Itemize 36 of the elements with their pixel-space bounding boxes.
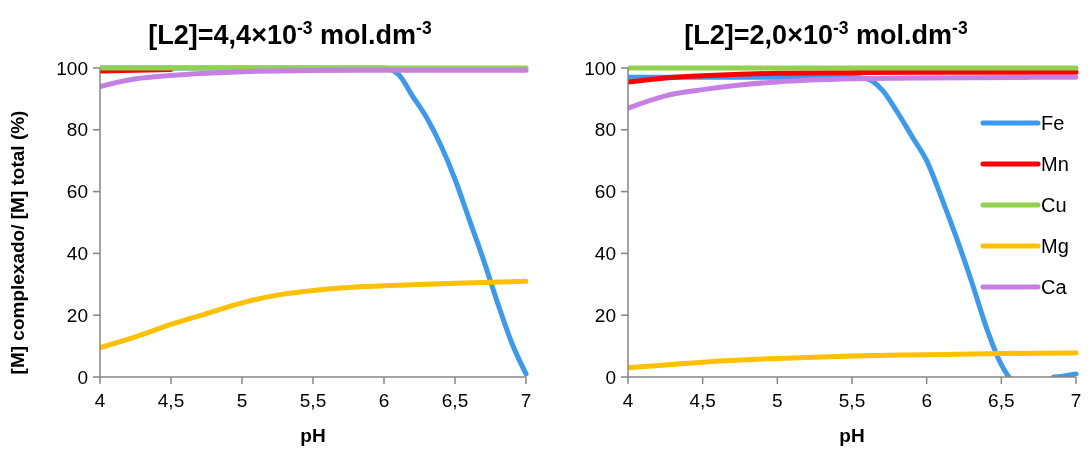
legend-label: Fe [1041, 112, 1065, 134]
y-tick-label: 100 [56, 57, 88, 79]
x-tick-label: 4 [622, 390, 634, 411]
y-tick-label: 60 [594, 181, 616, 203]
chart-title: [L2]=4,4×10$^{-3}$ mol.dm$^{-3}$ [148, 18, 432, 50]
y-tick-label: 80 [66, 119, 88, 141]
y-axis-title: [M] complexado/ [M] total (%) [7, 110, 28, 375]
x-tick-label: 6,5 [988, 390, 1015, 411]
y-tick-label: 20 [66, 304, 88, 326]
y-tick-label: 0 [605, 366, 616, 388]
y-tick-label: 100 [584, 57, 616, 79]
x-axis-title: pH [839, 425, 865, 446]
x-tick-label: 6 [378, 390, 390, 411]
chart-title: [L2]=2,0×10$^{-3}$ mol.dm$^{-3}$ [684, 18, 968, 50]
x-tick-label: 5 [772, 390, 783, 411]
x-tick-label: 5,5 [838, 390, 866, 411]
legend-label: Mn [1041, 153, 1069, 175]
x-tick-label: 4,5 [689, 390, 716, 411]
x-tick-label: 6,5 [441, 390, 469, 411]
legend-label: Mg [1041, 235, 1069, 257]
legend-label: Ca [1041, 276, 1068, 298]
x-tick-label: 7 [1070, 390, 1082, 411]
y-tick-label: 40 [594, 243, 616, 265]
y-tick-label: 80 [594, 119, 616, 141]
y-tick-label: 20 [594, 304, 616, 326]
x-tick-label: 4,5 [157, 390, 185, 411]
x-tick-label: 7 [520, 390, 532, 411]
x-tick-label: 6 [921, 390, 932, 411]
x-tick-label: 5 [236, 390, 248, 411]
x-axis-title: pH [300, 425, 326, 446]
y-tick-label: 0 [77, 366, 88, 388]
y-tick-label: 40 [66, 243, 88, 265]
x-tick-label: 4 [94, 390, 106, 411]
legend-label: Cu [1041, 194, 1067, 216]
y-tick-label: 60 [66, 181, 88, 203]
x-tick-label: 5,5 [299, 390, 327, 411]
